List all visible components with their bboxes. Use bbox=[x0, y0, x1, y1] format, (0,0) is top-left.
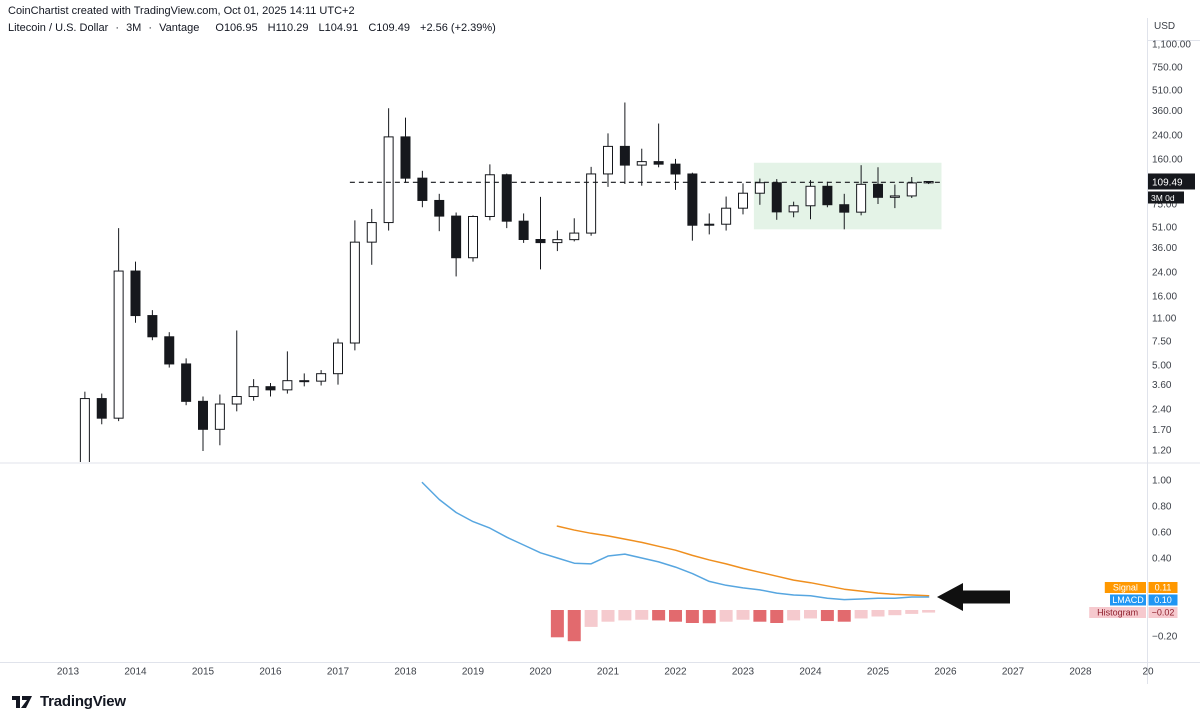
svg-text:2013: 2013 bbox=[57, 667, 80, 678]
ohlc-open: O106.95 bbox=[215, 22, 257, 34]
legend-separator: · bbox=[115, 22, 119, 34]
svg-text:36.00: 36.00 bbox=[1152, 243, 1177, 254]
close-label: C bbox=[368, 22, 377, 34]
change-value: +2.56 (+2.39%) bbox=[420, 22, 496, 34]
footer: TradingView bbox=[0, 684, 1200, 719]
svg-text:240.00: 240.00 bbox=[1152, 130, 1183, 141]
svg-text:1,100.00: 1,100.00 bbox=[1152, 40, 1191, 51]
svg-text:2028: 2028 bbox=[1069, 667, 1092, 678]
price-axis-currency: USD bbox=[1154, 21, 1176, 32]
svg-text:0.10: 0.10 bbox=[1154, 595, 1172, 605]
svg-text:360.00: 360.00 bbox=[1152, 106, 1183, 117]
svg-text:2025: 2025 bbox=[867, 667, 890, 678]
svg-text:2019: 2019 bbox=[462, 667, 485, 678]
indicator-pane bbox=[421, 481, 1010, 642]
svg-text:0.60: 0.60 bbox=[1152, 528, 1172, 539]
svg-text:2024: 2024 bbox=[799, 667, 822, 678]
close-value: 109.49 bbox=[376, 22, 410, 34]
open-value: 106.95 bbox=[223, 22, 258, 34]
svg-text:109.49: 109.49 bbox=[1152, 177, 1183, 188]
svg-text:Signal: Signal bbox=[1113, 583, 1138, 593]
low-value: 104.91 bbox=[324, 22, 359, 34]
svg-text:20: 20 bbox=[1142, 667, 1154, 678]
svg-text:Histogram: Histogram bbox=[1097, 608, 1138, 618]
svg-text:1.00: 1.00 bbox=[1152, 476, 1172, 487]
high-value: 110.29 bbox=[275, 22, 309, 34]
svg-text:1.70: 1.70 bbox=[1152, 425, 1172, 436]
svg-text:11.00: 11.00 bbox=[1152, 314, 1177, 325]
ohlc-close: C109.49 bbox=[368, 22, 410, 34]
low-label: L bbox=[318, 22, 325, 34]
left-arrow-annotation bbox=[937, 583, 1010, 611]
svg-text:2027: 2027 bbox=[1002, 667, 1025, 678]
svg-text:2022: 2022 bbox=[664, 667, 687, 678]
svg-text:3.60: 3.60 bbox=[1152, 380, 1172, 391]
svg-text:3M 0d: 3M 0d bbox=[1151, 193, 1175, 203]
svg-text:75.00: 75.00 bbox=[1152, 200, 1177, 211]
last-price-badge bbox=[1148, 173, 1195, 190]
signal-line bbox=[556, 525, 930, 597]
svg-text:−0.20: −0.20 bbox=[1152, 632, 1178, 643]
svg-text:16.00: 16.00 bbox=[1152, 291, 1177, 302]
svg-text:LMACD: LMACD bbox=[1112, 595, 1144, 605]
countdown-badge bbox=[1148, 191, 1184, 204]
price-pane bbox=[79, 102, 942, 462]
high-label: H bbox=[267, 22, 276, 34]
exchange-label: Vantage bbox=[159, 22, 200, 34]
svg-text:2020: 2020 bbox=[529, 667, 552, 678]
credit-line: CoinChartist created with TradingView.co… bbox=[8, 5, 355, 17]
svg-text:0.80: 0.80 bbox=[1152, 502, 1172, 513]
svg-text:2023: 2023 bbox=[732, 667, 755, 678]
svg-text:2018: 2018 bbox=[394, 667, 417, 678]
svg-text:2021: 2021 bbox=[597, 667, 620, 678]
tradingview-brand[interactable]: TradingView bbox=[40, 693, 126, 710]
open-label: O bbox=[215, 22, 224, 34]
svg-text:2016: 2016 bbox=[259, 667, 282, 678]
svg-text:2026: 2026 bbox=[934, 667, 957, 678]
svg-text:160.00: 160.00 bbox=[1152, 154, 1183, 165]
svg-text:510.00: 510.00 bbox=[1152, 85, 1183, 96]
svg-text:51.00: 51.00 bbox=[1152, 222, 1177, 233]
svg-text:−0.02: −0.02 bbox=[1152, 608, 1175, 618]
svg-text:750.00: 750.00 bbox=[1152, 63, 1183, 74]
ohlc-high: H110.29 bbox=[268, 22, 309, 34]
lmacd-line bbox=[421, 481, 930, 601]
ohlc-low: L104.91 bbox=[319, 22, 359, 34]
svg-text:5.00: 5.00 bbox=[1152, 361, 1172, 372]
svg-text:24.00: 24.00 bbox=[1152, 267, 1177, 278]
interval-label: 3M bbox=[126, 22, 142, 34]
tradingview-logo-icon[interactable] bbox=[10, 692, 34, 712]
legend-separator-2: · bbox=[148, 22, 153, 34]
svg-text:7.50: 7.50 bbox=[1152, 337, 1172, 348]
symbol-name: Litecoin / U.S. Dollar bbox=[8, 22, 109, 34]
svg-text:2.40: 2.40 bbox=[1152, 404, 1172, 415]
symbol-legend[interactable]: Litecoin / U.S. Dollar · 3M · Vantage O1… bbox=[8, 22, 503, 34]
svg-text:2017: 2017 bbox=[327, 667, 350, 678]
svg-text:2014: 2014 bbox=[124, 667, 147, 678]
svg-text:2015: 2015 bbox=[192, 667, 215, 678]
svg-text:0.40: 0.40 bbox=[1152, 554, 1172, 565]
svg-text:1.20: 1.20 bbox=[1152, 446, 1172, 457]
svg-text:0.11: 0.11 bbox=[1155, 583, 1172, 593]
